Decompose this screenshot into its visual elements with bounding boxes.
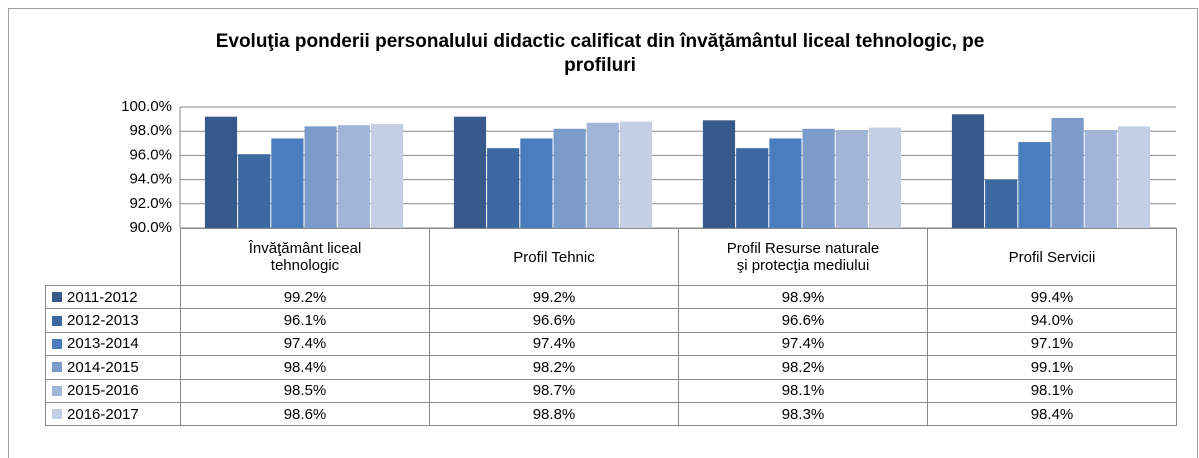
bar bbox=[487, 148, 520, 228]
legend-label: 2015-2016 bbox=[67, 382, 139, 400]
legend-swatch bbox=[52, 315, 62, 326]
legend-entry: 2015-2016 bbox=[45, 378, 181, 403]
legend-entry: 2013-2014 bbox=[45, 331, 181, 357]
legend-swatch bbox=[52, 292, 62, 303]
legend-swatch bbox=[52, 385, 62, 396]
bar bbox=[702, 120, 736, 228]
legend-label: 2012-2013 bbox=[67, 312, 139, 330]
data-label: 99.2% bbox=[180, 285, 430, 310]
y-tick-label: 100.0% bbox=[121, 98, 172, 115]
legend-swatch bbox=[52, 409, 62, 420]
data-label: 97.4% bbox=[180, 331, 430, 357]
x-tick-label: Învăţământ liceal tehnologic bbox=[180, 228, 430, 286]
bar bbox=[337, 125, 370, 228]
data-label: 97.1% bbox=[927, 331, 1177, 357]
bar bbox=[238, 154, 271, 228]
legend-entry: 2012-2013 bbox=[45, 308, 181, 333]
bar bbox=[835, 129, 868, 228]
x-tick-label: Profil Resurse naturale şi protecţia med… bbox=[678, 228, 928, 286]
data-label: 96.6% bbox=[678, 308, 928, 333]
data-label: 96.6% bbox=[429, 308, 679, 333]
data-label: 98.2% bbox=[429, 355, 679, 380]
data-label: 97.4% bbox=[429, 331, 679, 357]
bar bbox=[951, 114, 985, 228]
y-tick-label: 90.0% bbox=[129, 219, 172, 236]
data-label: 97.4% bbox=[678, 331, 928, 357]
legend-swatch bbox=[52, 362, 62, 373]
bar bbox=[520, 138, 553, 228]
data-label: 98.6% bbox=[180, 402, 430, 427]
data-label: 98.4% bbox=[180, 355, 430, 380]
bar bbox=[1051, 117, 1084, 228]
bar bbox=[453, 116, 487, 228]
y-tick-label: 92.0% bbox=[129, 195, 172, 212]
legend-label: 2013-2014 bbox=[67, 335, 139, 353]
y-tick-label: 96.0% bbox=[129, 146, 172, 163]
chart-frame bbox=[8, 8, 1198, 458]
data-label: 99.2% bbox=[429, 285, 679, 310]
bar bbox=[802, 128, 835, 228]
legend-entry: 2014-2015 bbox=[45, 355, 181, 380]
data-label: 94.0% bbox=[927, 308, 1177, 333]
data-label: 99.1% bbox=[927, 355, 1177, 380]
legend-label: 2014-2015 bbox=[67, 358, 139, 376]
legend-entry: 2016-2017 bbox=[45, 402, 181, 427]
legend-swatch bbox=[52, 338, 62, 349]
bar bbox=[1018, 142, 1051, 228]
bar bbox=[736, 148, 769, 228]
bar bbox=[1084, 129, 1117, 228]
bar bbox=[586, 122, 619, 228]
data-label: 96.1% bbox=[180, 308, 430, 333]
y-tick-label: 98.0% bbox=[129, 122, 172, 139]
x-tick-label: Profil Tehnic bbox=[429, 228, 679, 286]
data-label: 98.1% bbox=[927, 378, 1177, 403]
bar bbox=[619, 121, 653, 228]
data-label: 99.4% bbox=[927, 285, 1177, 310]
data-label: 98.9% bbox=[678, 285, 928, 310]
legend-entry: 2011-2012 bbox=[45, 285, 181, 310]
data-label: 98.4% bbox=[927, 402, 1177, 427]
bar bbox=[868, 127, 902, 228]
data-label: 98.3% bbox=[678, 402, 928, 427]
y-tick-label: 94.0% bbox=[129, 171, 172, 188]
legend-label: 2011-2012 bbox=[67, 288, 138, 306]
chart-title: Evoluţia ponderii personalului didactic … bbox=[215, 31, 985, 76]
data-label: 98.7% bbox=[429, 378, 679, 403]
bar bbox=[304, 126, 337, 228]
data-label: 98.1% bbox=[678, 378, 928, 403]
data-label: 98.5% bbox=[180, 378, 430, 403]
legend-label: 2016-2017 bbox=[67, 405, 139, 423]
bar bbox=[204, 116, 238, 228]
bar bbox=[985, 179, 1018, 228]
bar bbox=[1117, 126, 1151, 228]
bar bbox=[553, 128, 586, 228]
bar bbox=[271, 138, 304, 228]
bar bbox=[769, 138, 802, 228]
x-tick-label: Profil Servicii bbox=[927, 228, 1177, 286]
data-label: 98.8% bbox=[429, 402, 679, 427]
data-label: 98.2% bbox=[678, 355, 928, 380]
bar bbox=[370, 123, 404, 228]
